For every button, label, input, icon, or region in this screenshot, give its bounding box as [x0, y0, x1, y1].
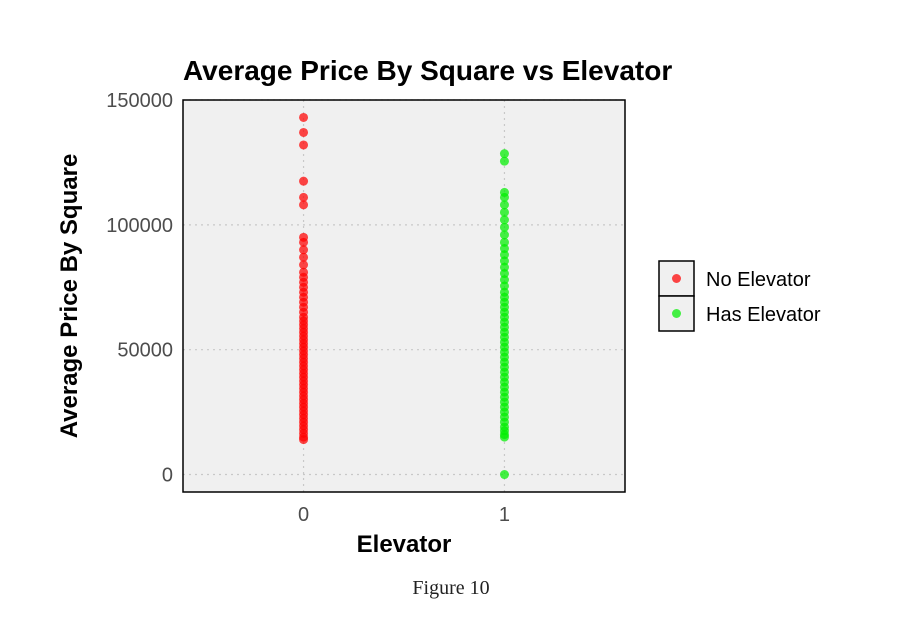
data-point	[499, 237, 509, 247]
data-point	[499, 200, 509, 210]
data-point	[299, 112, 309, 122]
y-tick-label: 150000	[106, 90, 173, 112]
x-tick-label: 0	[298, 504, 309, 526]
legend-marker-no-elevator	[672, 274, 681, 283]
data-point	[499, 149, 509, 159]
data-point	[499, 207, 509, 217]
legend-label-has-elevator: Has Elevator	[706, 304, 821, 326]
data-point	[499, 192, 509, 202]
data-point	[499, 269, 509, 279]
data-point	[499, 230, 509, 240]
data-point	[499, 156, 509, 166]
data-point	[299, 192, 309, 202]
data-point	[499, 432, 509, 442]
legend-label-no-elevator: No Elevator	[706, 269, 811, 291]
data-point	[499, 222, 509, 232]
x-axis-title: Elevator	[357, 531, 452, 558]
data-points	[299, 112, 509, 480]
y-tick-label: 0	[162, 465, 173, 487]
data-point	[499, 250, 509, 260]
figure-caption: Figure 10	[412, 577, 489, 599]
data-point	[299, 140, 309, 150]
data-point	[499, 275, 509, 285]
data-point	[299, 127, 309, 137]
y-tick-label: 100000	[106, 215, 173, 237]
x-tick-label: 1	[499, 504, 510, 526]
plot-border	[182, 99, 626, 493]
chart-title: Average Price By Square vs Elevator	[183, 55, 672, 86]
data-point	[499, 470, 509, 480]
data-point	[499, 256, 509, 266]
data-point	[499, 262, 509, 272]
data-point	[499, 215, 509, 225]
data-point	[299, 435, 309, 445]
y-axis-title: Average Price By Square	[56, 154, 83, 439]
legend-marker-has-elevator	[672, 309, 681, 318]
data-point	[299, 260, 309, 270]
data-point	[499, 244, 509, 254]
y-tick-label: 50000	[117, 340, 173, 362]
data-point	[299, 237, 309, 247]
data-point	[499, 281, 509, 291]
y-axis-ticks: 0 50000 100000 150000	[106, 90, 173, 487]
data-point	[299, 252, 309, 262]
data-point	[299, 200, 309, 210]
data-point	[299, 245, 309, 255]
legend: No Elevator Has Elevator	[658, 260, 821, 332]
data-point	[299, 176, 309, 186]
plot-panel	[183, 100, 625, 492]
